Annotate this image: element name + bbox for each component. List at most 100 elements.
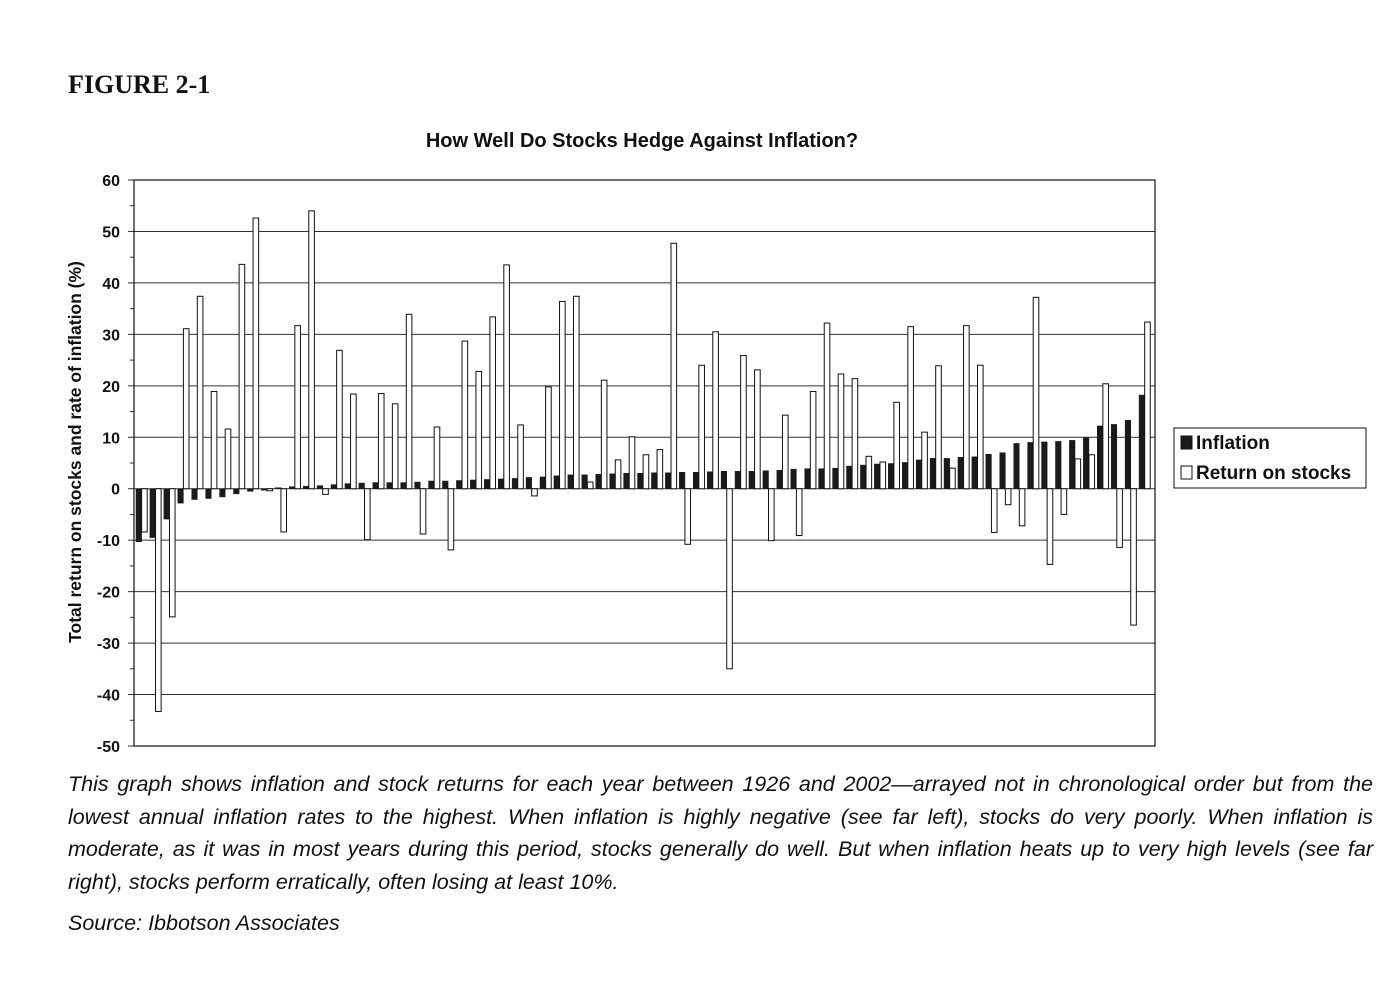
inflation-bar [163, 488, 170, 520]
y-tick-label: -50 [97, 739, 120, 756]
inflation-bar [484, 479, 491, 489]
inflation-bar [818, 468, 825, 489]
stock-return-bar [238, 263, 246, 490]
inflation-bar [581, 474, 588, 489]
inflation-bar [400, 482, 407, 489]
inflation-bar [1138, 394, 1145, 489]
stock-return-bar [1060, 488, 1068, 515]
legend-swatch [1180, 465, 1193, 480]
inflation-bar [567, 474, 574, 489]
inflation-bar [846, 465, 853, 489]
stock-return-bar [740, 354, 747, 490]
inflation-bar [470, 479, 477, 489]
inflation-bar [1069, 440, 1076, 489]
inflation-bar [135, 488, 142, 542]
gridlines [134, 179, 1155, 747]
inflation-bar [651, 472, 658, 489]
inflation-bar [693, 472, 700, 489]
inflation-bar [748, 470, 755, 489]
inflation-bar [888, 463, 895, 489]
inflation-bar [985, 454, 992, 489]
stock-return-bar [461, 340, 469, 490]
inflation-bar [497, 478, 505, 489]
y-tick-label: 10 [102, 430, 120, 447]
inflation-bar [901, 462, 909, 489]
inflation-bar [386, 482, 393, 489]
inflation-bar [1083, 437, 1090, 489]
inflation-bar [539, 476, 546, 489]
stock-return-bar [726, 488, 733, 670]
stock-return-bar [1046, 488, 1054, 565]
y-tick-label: -30 [97, 636, 120, 653]
stock-return-bar [1032, 296, 1040, 490]
stock-return-bar [141, 488, 148, 533]
inflation-bar [456, 480, 463, 489]
inflation-bar [1124, 420, 1131, 489]
inflation-bar [1027, 442, 1034, 489]
inflation-bar [665, 472, 672, 489]
inflation-bar [637, 473, 644, 489]
y-tick-label: 40 [102, 276, 120, 293]
inflation-bar [511, 478, 519, 489]
inflation-bar [1055, 441, 1062, 489]
stock-return-bar [768, 488, 775, 542]
stock-return-bar [419, 488, 427, 535]
stock-return-bar [698, 364, 705, 490]
stock-return-bar [1074, 458, 1082, 490]
stock-return-bar [364, 488, 371, 541]
stock-return-bar [642, 454, 650, 490]
inflation-bar [275, 487, 282, 489]
stock-return-bar [921, 431, 928, 490]
stock-return-bar [837, 373, 845, 490]
stock-return-bar [935, 365, 942, 490]
stock-return-bar [795, 488, 803, 537]
stock-return-bar [391, 403, 399, 490]
stock-return-bar [656, 449, 664, 490]
stock-return-bar [865, 455, 873, 490]
stock-return-bar [182, 328, 190, 490]
stock-return-bar [572, 295, 580, 490]
legend: Inflation Return on stocks [1173, 427, 1367, 489]
inflation-bar [957, 457, 964, 489]
y-tick-label: -40 [97, 688, 120, 705]
stock-return-bar [614, 459, 622, 490]
inflation-bar [233, 488, 240, 495]
inflation-bar [316, 485, 323, 489]
stock-return-bar [294, 325, 301, 490]
inflation-bar [553, 475, 560, 489]
stock-return-bar [405, 313, 413, 490]
inflation-bar [442, 480, 449, 489]
stock-return-bar [1018, 488, 1026, 527]
source-note: Source: Ibbotson Associates [68, 911, 340, 935]
inflation-bar [706, 471, 714, 489]
stock-return-bar [670, 242, 678, 490]
stock-return-bar [196, 295, 204, 490]
inflation-bar [302, 485, 310, 489]
stock-return-bar [531, 488, 538, 497]
stock-return-bar [210, 390, 218, 490]
inflation-bar [330, 484, 337, 489]
stock-return-bar [1144, 321, 1151, 490]
inflation-bar [943, 458, 950, 489]
stock-return-bar [517, 424, 524, 490]
figure-label: FIGURE 2-1 [68, 70, 211, 99]
stock-return-bar [893, 401, 901, 490]
stock-return-bar [1116, 488, 1123, 548]
inflation-bar [414, 481, 421, 489]
inflation-bar [609, 473, 616, 489]
stock-return-bar [907, 326, 914, 490]
stock-return-bar [781, 414, 789, 490]
caption: This graph shows inflation and stock ret… [68, 772, 1373, 894]
legend-box [1173, 427, 1367, 489]
stock-return-bar [1130, 488, 1137, 626]
inflation-bar [191, 488, 198, 500]
legend-swatch [1180, 435, 1193, 450]
inflation-bar [1110, 424, 1118, 489]
inflation-bar [790, 468, 797, 489]
stock-return-bar [545, 386, 552, 490]
inflation-bar [929, 458, 936, 489]
chart-title: How Well Do Stocks Hedge Against Inflati… [426, 130, 858, 152]
stock-return-bar [712, 331, 719, 490]
inflation-bar [762, 470, 769, 489]
inflation-bar [776, 469, 783, 489]
